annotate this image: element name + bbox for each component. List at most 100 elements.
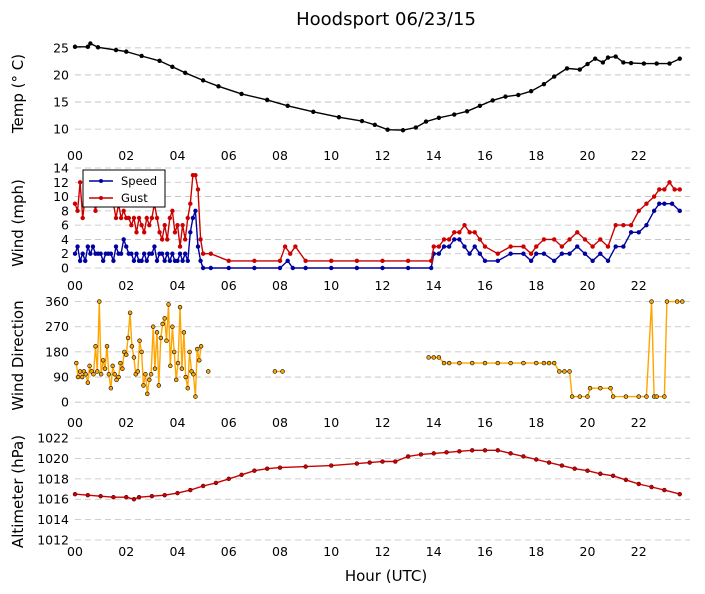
y-tick-label: 0: [61, 395, 69, 410]
data-point: [135, 369, 140, 374]
data-point: [521, 251, 526, 256]
x-tick-label: 00: [67, 278, 83, 293]
data-point: [662, 201, 667, 206]
data-point: [93, 344, 98, 349]
data-point: [551, 237, 557, 242]
data-point: [139, 258, 144, 264]
data-point: [293, 244, 298, 249]
y-tick-label: 25: [53, 40, 69, 55]
data-point: [124, 352, 129, 357]
x-tick-label: 12: [375, 148, 391, 163]
data-point: [436, 251, 442, 256]
y-tick-label: 1022: [37, 431, 69, 446]
data-point: [585, 468, 590, 473]
data-point: [162, 222, 167, 228]
data-point: [141, 251, 147, 256]
data-point: [636, 394, 641, 399]
data-point: [677, 491, 682, 497]
data-point: [336, 115, 342, 120]
y-tick-label: 0: [61, 261, 69, 276]
data-point: [113, 244, 119, 249]
data-point: [206, 369, 211, 374]
data-point: [452, 230, 457, 235]
data-point: [137, 338, 142, 343]
data-point: [72, 251, 78, 256]
data-point: [190, 215, 196, 221]
data-point: [170, 64, 175, 70]
data-point: [598, 237, 603, 242]
data-point: [87, 363, 92, 369]
data-point: [354, 258, 360, 264]
data-point: [72, 44, 78, 49]
data-point: [110, 363, 115, 369]
data-point: [585, 394, 590, 399]
data-point: [482, 448, 488, 453]
data-point: [147, 377, 152, 383]
data-point: [546, 460, 552, 465]
data-point: [95, 369, 100, 374]
data-point: [651, 208, 657, 214]
data-point: [200, 265, 206, 271]
data-point: [113, 47, 119, 53]
data-point: [124, 49, 129, 54]
data-point: [182, 251, 188, 256]
data-point: [165, 251, 170, 256]
data-point: [226, 476, 231, 482]
data-point: [129, 344, 135, 349]
y-tick-label: 20: [53, 67, 69, 82]
legend: Speed Gust: [82, 169, 166, 208]
data-point: [162, 316, 167, 321]
data-point: [131, 258, 137, 264]
y-axis-label: Altimeter (hPa): [9, 435, 27, 548]
data-point: [154, 330, 160, 335]
x-tick-label: 14: [426, 278, 442, 293]
data-point: [469, 360, 475, 366]
data-point: [628, 60, 634, 66]
data-point: [303, 464, 308, 469]
legend-marker: [99, 179, 103, 183]
data-point: [150, 324, 156, 329]
data-point: [613, 54, 618, 59]
data-point: [495, 258, 501, 264]
data-point: [127, 310, 133, 315]
data-point: [559, 244, 565, 249]
data-point: [541, 360, 547, 366]
data-point: [72, 491, 78, 497]
data-point: [167, 215, 173, 221]
y-tick-label: 180: [45, 344, 69, 359]
x-tick-label: 20: [580, 415, 596, 430]
panel-dir: 0 90 180 270 360 00 02 04 06 08 10 12 14 16 18 20 22 Wind…: [9, 294, 690, 430]
data-point: [216, 84, 221, 89]
data-point: [175, 490, 180, 496]
data-point: [179, 366, 185, 371]
data-point: [551, 74, 557, 79]
data-point: [605, 55, 611, 60]
data-point: [592, 56, 598, 61]
data-point: [400, 128, 406, 133]
data-point: [106, 372, 112, 377]
data-point: [405, 454, 411, 459]
data-point: [95, 45, 101, 50]
x-tick-label: 06: [221, 544, 237, 559]
data-point: [144, 258, 149, 264]
y-tick-label: 14: [53, 161, 69, 176]
data-point: [667, 61, 672, 66]
data-point: [613, 244, 618, 249]
data-point: [98, 251, 103, 256]
data-point: [187, 349, 192, 355]
data-point: [121, 237, 126, 242]
data-point: [129, 251, 134, 256]
data-point: [623, 394, 629, 399]
data-point: [329, 265, 334, 271]
x-tick-label: 16: [477, 278, 493, 293]
data-point: [252, 265, 257, 271]
data-point: [621, 244, 626, 249]
data-point: [464, 109, 470, 114]
data-point: [577, 394, 583, 399]
data-point: [195, 346, 200, 352]
x-tick-label: 10: [323, 148, 339, 163]
data-point: [111, 258, 116, 264]
x-tick-label: 04: [170, 544, 186, 559]
x-tick-label: 16: [477, 415, 493, 430]
